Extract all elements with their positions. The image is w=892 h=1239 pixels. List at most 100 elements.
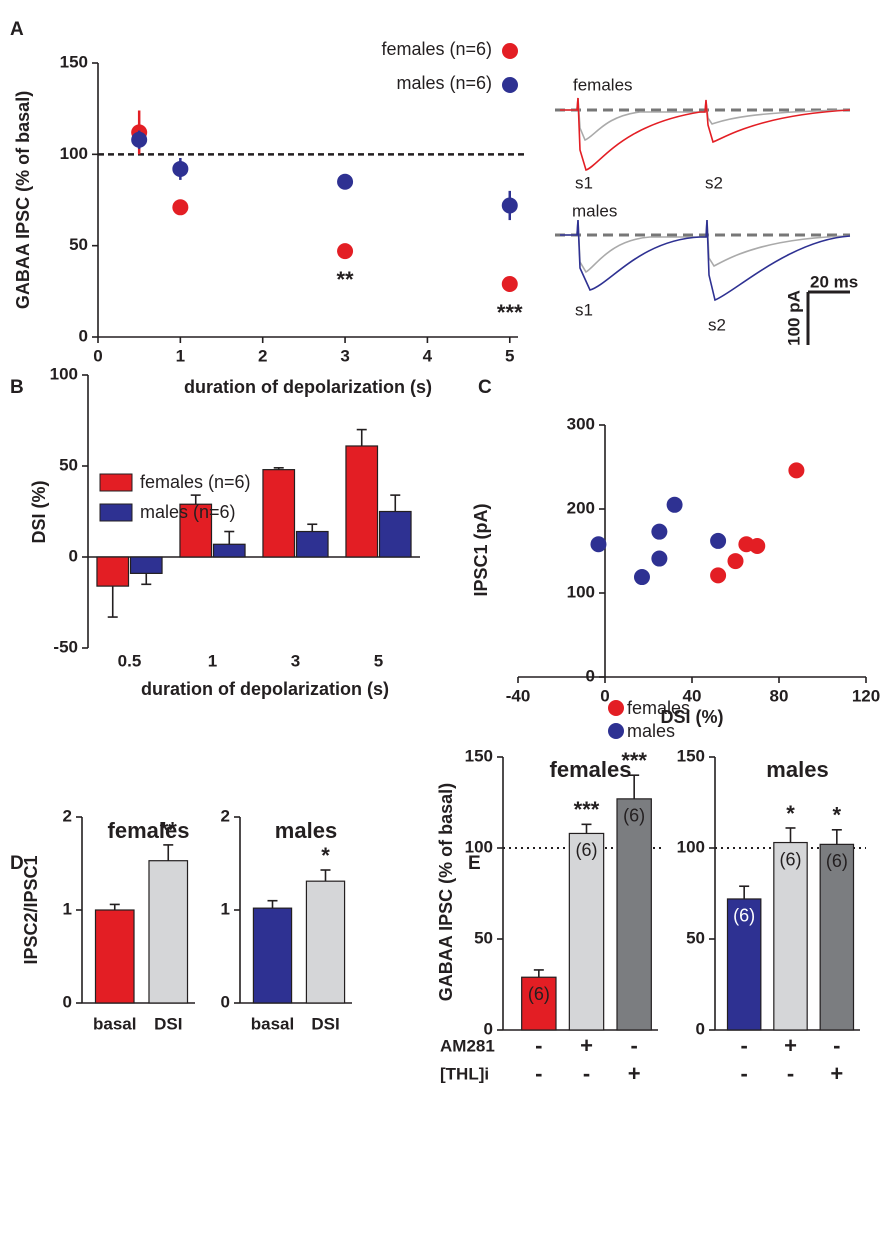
bar: [773, 841, 808, 1031]
n-label: (6): [826, 851, 848, 871]
bar: [252, 907, 293, 1004]
condition-sign: -: [535, 1033, 542, 1058]
subplot-title: males: [766, 757, 828, 782]
panel-letter: A: [10, 19, 24, 40]
condition-sign: -: [583, 1061, 590, 1086]
trace-label: males: [572, 201, 617, 220]
scale-label: 20 ms: [810, 272, 858, 291]
x-tick-label: DSI: [154, 1014, 182, 1033]
x-tick-label: 3: [291, 651, 300, 670]
condition-sign: -: [535, 1061, 542, 1086]
y-tick-label: 50: [686, 928, 705, 947]
y-tick-label: 100: [50, 364, 78, 383]
bar: [94, 909, 135, 1004]
y-tick-label: 100: [567, 582, 595, 601]
bar: [616, 798, 652, 1031]
legend-swatch: [502, 43, 518, 59]
x-tick-label: 40: [683, 686, 702, 705]
point: [590, 536, 607, 553]
condition-sign: +: [580, 1033, 593, 1058]
x-tick-label: -40: [506, 686, 531, 705]
point: [788, 462, 805, 479]
trace-dsi: [560, 97, 851, 172]
x-tick-label: 120: [852, 686, 880, 705]
bar: [345, 445, 379, 558]
y-tick-label: 0: [221, 992, 230, 1011]
y-tick-label: 150: [465, 746, 493, 765]
bar: [726, 898, 762, 1031]
y-tick-label: 0: [63, 992, 72, 1011]
y-tick-label: 0: [484, 1019, 493, 1038]
bar: [262, 469, 296, 558]
point: [710, 532, 727, 549]
y-tick-label: 150: [60, 52, 88, 71]
legend-label: males: [627, 721, 675, 741]
annotation: **: [336, 267, 354, 292]
legend-label: males (n=6): [140, 502, 236, 522]
subplot-title: females: [108, 818, 190, 843]
point: [501, 276, 518, 293]
condition-sign: -: [741, 1033, 748, 1058]
condition-sign: -: [787, 1061, 794, 1086]
bar: [179, 503, 213, 558]
x-tick-label: 3: [340, 346, 349, 365]
panel-letter: B: [10, 377, 24, 398]
n-label: (6): [780, 849, 802, 869]
legend-swatch: [99, 473, 133, 492]
y-axis-label: GABAA IPSC (% of basal): [436, 783, 456, 1001]
bar: [568, 832, 605, 1031]
point: [633, 569, 650, 586]
x-tick-label: DSI: [311, 1014, 339, 1033]
legend-swatch: [502, 77, 518, 93]
legend-swatch: [608, 723, 624, 739]
y-tick-label: 2: [221, 806, 230, 825]
y-tick-label: -50: [53, 637, 78, 656]
legend-label: females (n=6): [140, 472, 251, 492]
y-tick-label: 1: [63, 899, 72, 918]
panel-letter: E: [468, 853, 481, 874]
n-label: (6): [576, 840, 598, 860]
y-tick-label: 200: [567, 498, 595, 517]
condition-sign: +: [784, 1033, 797, 1058]
y-tick-label: 1: [221, 899, 230, 918]
x-axis-label: DSI (%): [661, 707, 724, 727]
point: [337, 173, 354, 190]
y-axis-label: IPSC2/IPSC1: [21, 855, 41, 964]
x-tick-label: 1: [208, 651, 217, 670]
y-tick-label: 0: [79, 326, 88, 345]
x-tick-label: basal: [93, 1014, 136, 1033]
point: [337, 243, 354, 260]
stim-label: s1: [575, 173, 593, 192]
trace-label: females: [573, 75, 633, 94]
annotation: **: [160, 818, 178, 843]
annotation: ***: [574, 797, 600, 822]
condition-label: [THL]i: [440, 1064, 489, 1083]
condition-sign: -: [741, 1061, 748, 1086]
y-tick-label: 100: [677, 837, 705, 856]
y-axis-label: GABAA IPSC (% of basal): [13, 91, 33, 309]
x-tick-label: 4: [423, 346, 433, 365]
point: [172, 160, 189, 177]
y-tick-label: 100: [465, 837, 493, 856]
x-tick-label: 5: [374, 651, 383, 670]
legend-label: females: [627, 698, 690, 718]
bar: [212, 543, 246, 558]
annotation: ***: [497, 300, 523, 325]
x-axis-label: duration of depolarization (s): [184, 377, 432, 397]
y-tick-label: 50: [59, 455, 78, 474]
x-tick-label: 0.5: [118, 651, 142, 670]
y-tick-label: 100: [60, 144, 88, 163]
x-tick-label: basal: [251, 1014, 294, 1033]
annotation: *: [833, 803, 842, 828]
condition-sign: -: [631, 1033, 638, 1058]
trace-dsi: [560, 219, 851, 302]
legend-swatch: [608, 700, 624, 716]
x-tick-label: 2: [258, 346, 267, 365]
condition-sign: +: [628, 1061, 641, 1086]
point: [172, 199, 189, 216]
annotation: *: [786, 801, 795, 826]
y-tick-label: 0: [69, 546, 78, 565]
y-tick-label: 50: [69, 235, 88, 254]
point: [651, 523, 668, 540]
